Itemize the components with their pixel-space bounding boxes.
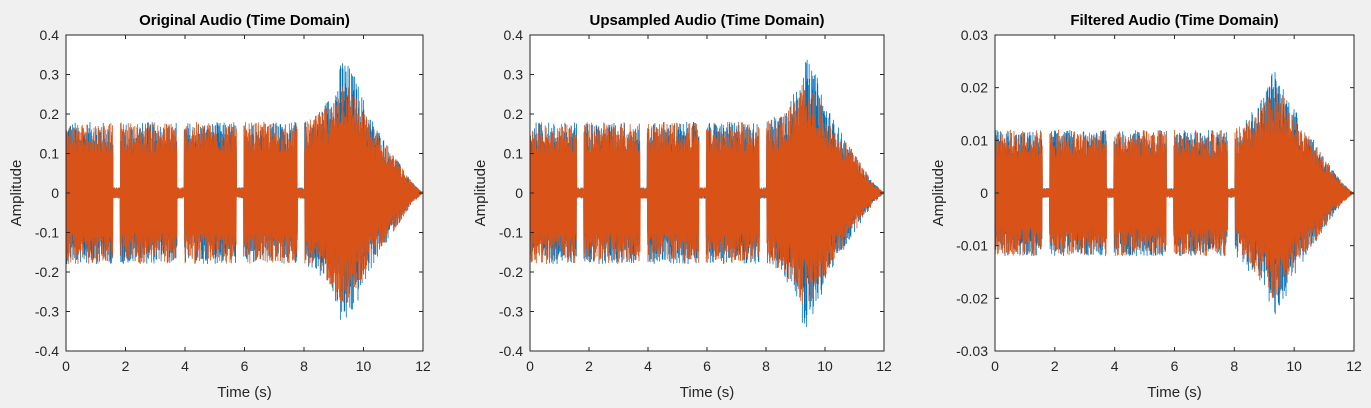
x-tick-label: 8 [1230, 358, 1238, 374]
y-tick-label: 0.1 [504, 146, 524, 162]
y-tick-label: 0.03 [961, 27, 988, 43]
x-tick-label: 0 [991, 358, 999, 374]
y-axis-label: Amplitude [8, 160, 25, 227]
chart-panel-2: 0 2 4 6 8 10 12 -0.4 -0.3 -0.2 -0.1 0 0.1 0.2 0.3 0.4 Up… [472, 12, 892, 401]
x-axis-label: Time (s) [217, 384, 271, 401]
x-tick-label: 8 [300, 358, 308, 374]
waveform-series-2 [995, 87, 1354, 299]
y-tick-label: -0.03 [956, 343, 988, 359]
x-tick-label: 10 [817, 358, 833, 374]
x-tick-label: 4 [181, 358, 189, 374]
y-tick-label: -0.4 [499, 343, 523, 359]
chart-panel-3: 0 2 4 6 8 10 12 -0.03 -0.02 -0.01 0 0.01 0.02 0.03 Fil… [930, 12, 1362, 401]
y-tick-label: 0 [980, 185, 988, 201]
x-tick-label: 12 [415, 358, 431, 374]
y-tick-label: 0.3 [504, 67, 524, 83]
y-tick-label: -0.01 [956, 238, 988, 254]
y-tick-label: 0.2 [40, 106, 60, 122]
y-tick-label: -0.1 [35, 225, 59, 241]
chart-title: Filtered Audio (Time Domain) [1070, 12, 1278, 29]
chart-title: Original Audio (Time Domain) [139, 12, 350, 29]
y-tick-label: 0.4 [40, 27, 60, 43]
x-tick-label: 4 [1111, 358, 1119, 374]
x-axis-label: Time (s) [1147, 384, 1201, 401]
chart-title: Upsampled Audio (Time Domain) [589, 12, 824, 29]
x-tick-label: 10 [1286, 358, 1302, 374]
y-tick-label: 0.2 [504, 106, 524, 122]
y-tick-label: 0.02 [961, 80, 988, 96]
x-tick-label: 0 [526, 358, 534, 374]
y-tick-label: 0.4 [504, 27, 524, 43]
y-tick-label: 0 [515, 185, 523, 201]
y-tick-label: 0.3 [40, 67, 60, 83]
y-tick-label: -0.2 [35, 264, 59, 280]
x-tick-label: 2 [585, 358, 593, 374]
y-tick-label: 0.1 [40, 146, 60, 162]
waveform-series-2 [530, 80, 884, 304]
waveform-series-2 [66, 86, 423, 308]
x-tick-label: 4 [644, 358, 652, 374]
y-tick-label: -0.3 [35, 304, 59, 320]
x-tick-label: 6 [703, 358, 711, 374]
x-tick-label: 8 [762, 358, 770, 374]
y-tick-label: -0.02 [956, 290, 988, 306]
x-tick-label: 2 [1051, 358, 1059, 374]
x-tick-label: 6 [241, 358, 249, 374]
x-tick-label: 6 [1171, 358, 1179, 374]
x-tick-label: 0 [62, 358, 70, 374]
y-tick-label: 0 [51, 185, 59, 201]
x-tick-label: 2 [122, 358, 130, 374]
y-tick-label: -0.1 [499, 225, 523, 241]
y-tick-label: -0.2 [499, 264, 523, 280]
y-tick-label: -0.3 [499, 304, 523, 320]
chart-panel-1: 0 2 4 6 8 10 12 -0.4 -0.3 -0.2 -0.1 0 0.1 0.2 0.3 0.4 Or… [8, 12, 431, 401]
x-tick-label: 10 [356, 358, 372, 374]
y-tick-label: -0.4 [35, 343, 59, 359]
x-axis-label: Time (s) [680, 384, 734, 401]
y-tick-label: 0.01 [961, 132, 988, 148]
y-axis-label: Amplitude [930, 160, 947, 227]
x-tick-label: 12 [1346, 358, 1362, 374]
y-axis-label: Amplitude [472, 160, 489, 227]
x-tick-label: 12 [876, 358, 892, 374]
